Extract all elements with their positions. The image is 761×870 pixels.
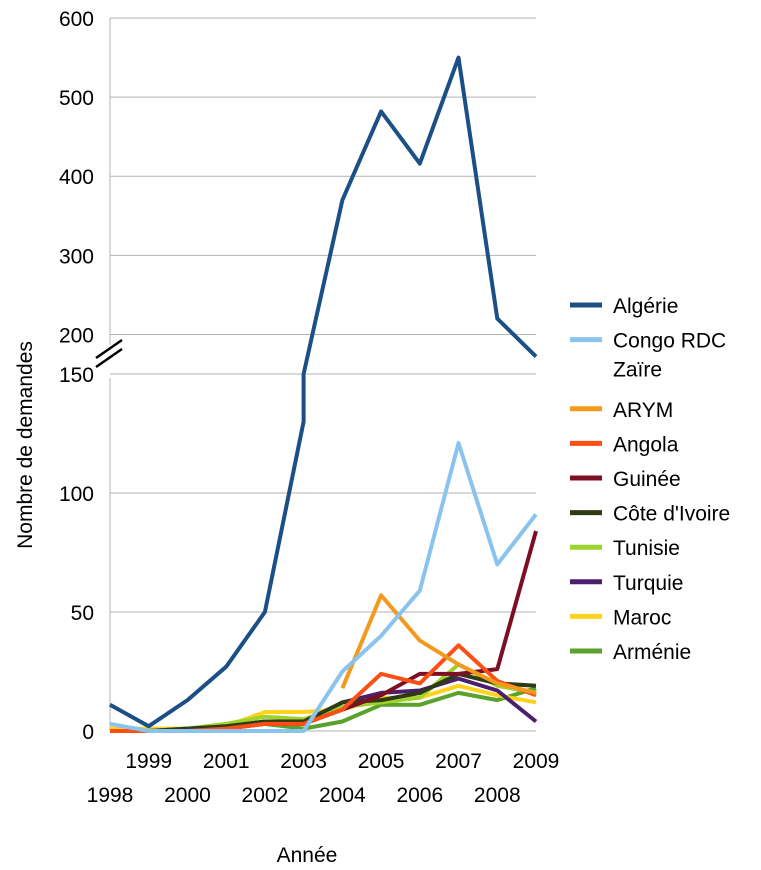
x-tick-label: 2006 bbox=[396, 784, 443, 807]
series-line bbox=[109, 55, 538, 729]
axis-break-mark bbox=[95, 347, 123, 369]
x-tick-label: 2001 bbox=[203, 750, 250, 773]
y-tick-label: 600 bbox=[59, 8, 94, 31]
series-line bbox=[109, 441, 538, 733]
x-tick-label: 2008 bbox=[474, 784, 521, 807]
axis-break-mark bbox=[95, 338, 123, 360]
legend-label: ARYM bbox=[613, 399, 673, 422]
y-tick-label: 400 bbox=[59, 166, 94, 189]
series-line bbox=[340, 593, 537, 695]
y-tick-label: 0 bbox=[82, 721, 94, 744]
y-tick-label: 50 bbox=[71, 602, 94, 625]
grid-lines bbox=[110, 17, 536, 732]
y-tick-label: 200 bbox=[59, 324, 94, 347]
y-tick-label: 150 bbox=[59, 364, 94, 387]
legend-label: Côte d'Ivoire bbox=[613, 503, 730, 526]
x-axis-title: Année bbox=[277, 844, 338, 867]
y-tick-label: 100 bbox=[59, 483, 94, 506]
legend-label: Guinée bbox=[613, 468, 681, 491]
x-tick-label: 2005 bbox=[358, 750, 405, 773]
x-tick-label: 2007 bbox=[435, 750, 482, 773]
legend-label: Tunisie bbox=[613, 537, 680, 560]
legend-label: Arménie bbox=[613, 641, 691, 664]
series-lines bbox=[109, 55, 538, 733]
tick-labels: 0 50 100 150 200 300 400 500 600 1999 2001 2003 2005… bbox=[59, 8, 559, 807]
x-tick-label: 2009 bbox=[513, 750, 560, 773]
legend-label: Congo RDC Zaïre bbox=[613, 330, 726, 382]
x-tick-label: 2004 bbox=[319, 784, 366, 807]
y-axis-title: Nombre de demandes bbox=[14, 341, 37, 549]
x-tick-label: 2003 bbox=[280, 750, 327, 773]
y-tick-label: 500 bbox=[59, 87, 94, 110]
legend-label: Maroc bbox=[613, 606, 671, 629]
legend-label: Angola bbox=[613, 433, 679, 456]
legend-label: Turquie bbox=[613, 572, 683, 595]
legend: Algérie Congo RDC Zaïre ARYM Angola Guinée Côt… bbox=[570, 295, 730, 664]
legend-label: Algérie bbox=[613, 295, 678, 318]
x-tick-label: 2000 bbox=[164, 784, 211, 807]
y-tick-label: 300 bbox=[59, 245, 94, 268]
x-tick-label: 1999 bbox=[125, 750, 172, 773]
x-tick-label: 1998 bbox=[87, 784, 134, 807]
x-tick-label: 2002 bbox=[242, 784, 289, 807]
